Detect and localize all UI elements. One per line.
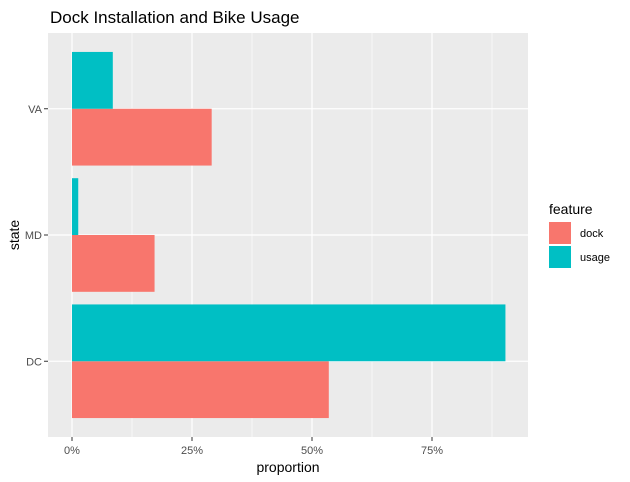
y-tick-label: DC [26, 356, 42, 368]
y-axis-title: state [6, 220, 22, 251]
bar-usage-MD [72, 178, 79, 235]
bar-usage-VA [72, 51, 113, 109]
legend-key-dock [549, 222, 571, 244]
x-tick-label: 50% [301, 445, 323, 457]
legend-key-usage [549, 246, 571, 268]
x-tick-label: 75% [421, 445, 443, 457]
legend-label-usage: usage [580, 252, 610, 264]
legend: feature dock usage [549, 201, 610, 268]
chart-title: Dock Installation and Bike Usage [50, 8, 299, 27]
bar-dock-DC [72, 361, 329, 419]
bars [72, 51, 506, 419]
legend-title: feature [549, 201, 593, 217]
y-tick-label: MD [25, 230, 42, 242]
legend-label-dock: dock [580, 228, 604, 240]
x-axis-title: proportion [256, 459, 319, 475]
y-axis: DC MD VA [25, 104, 48, 368]
x-tick-label: 0% [64, 445, 80, 457]
x-tick-label: 25% [181, 445, 203, 457]
x-axis: 0% 25% 50% 75% [64, 437, 443, 457]
y-tick-label: VA [28, 104, 43, 116]
bar-dock-MD [72, 235, 155, 292]
bar-dock-VA [72, 108, 212, 166]
bar-usage-DC [72, 304, 506, 362]
